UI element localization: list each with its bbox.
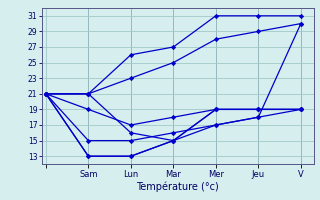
X-axis label: Température (°c): Température (°c) — [136, 181, 219, 192]
